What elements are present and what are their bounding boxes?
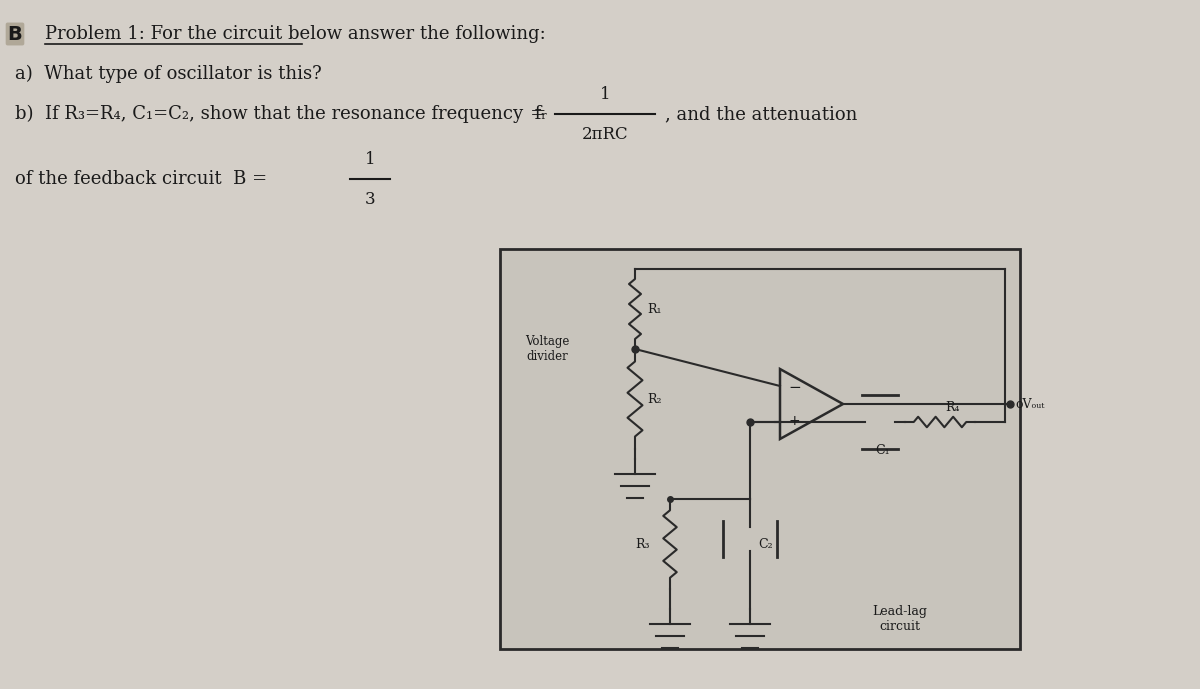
Text: R₃: R₃ [635, 537, 649, 551]
Text: C₁: C₁ [875, 444, 889, 457]
Text: Voltage
divider: Voltage divider [526, 335, 569, 363]
Text: =: = [530, 105, 546, 123]
Text: Problem 1: For the circuit below answer the following:: Problem 1: For the circuit below answer … [46, 25, 546, 43]
FancyBboxPatch shape [500, 249, 1020, 649]
Text: of the feedback circuit  B =: of the feedback circuit B = [14, 170, 268, 188]
Text: 1: 1 [365, 150, 376, 167]
Text: +: + [788, 414, 799, 428]
Text: 1: 1 [600, 85, 611, 103]
Text: oVₒᵤₜ: oVₒᵤₜ [1015, 398, 1044, 411]
Text: , and the attenuation: , and the attenuation [665, 105, 857, 123]
Text: b)  If R₃=R₄, C₁=C₂, show that the resonance frequency  fᵣ: b) If R₃=R₄, C₁=C₂, show that the resona… [14, 105, 547, 123]
Text: R₄: R₄ [946, 400, 960, 413]
Text: R₁: R₁ [647, 302, 661, 316]
Text: 3: 3 [365, 190, 376, 207]
Text: C₂: C₂ [758, 537, 773, 551]
Text: R₂: R₂ [647, 393, 661, 406]
Text: 2πRC: 2πRC [582, 125, 629, 143]
Text: a)  What type of oscillator is this?: a) What type of oscillator is this? [14, 65, 322, 83]
Text: Lead-lag
circuit: Lead-lag circuit [872, 605, 928, 633]
Text: B: B [7, 25, 23, 43]
Text: −: − [788, 380, 800, 395]
